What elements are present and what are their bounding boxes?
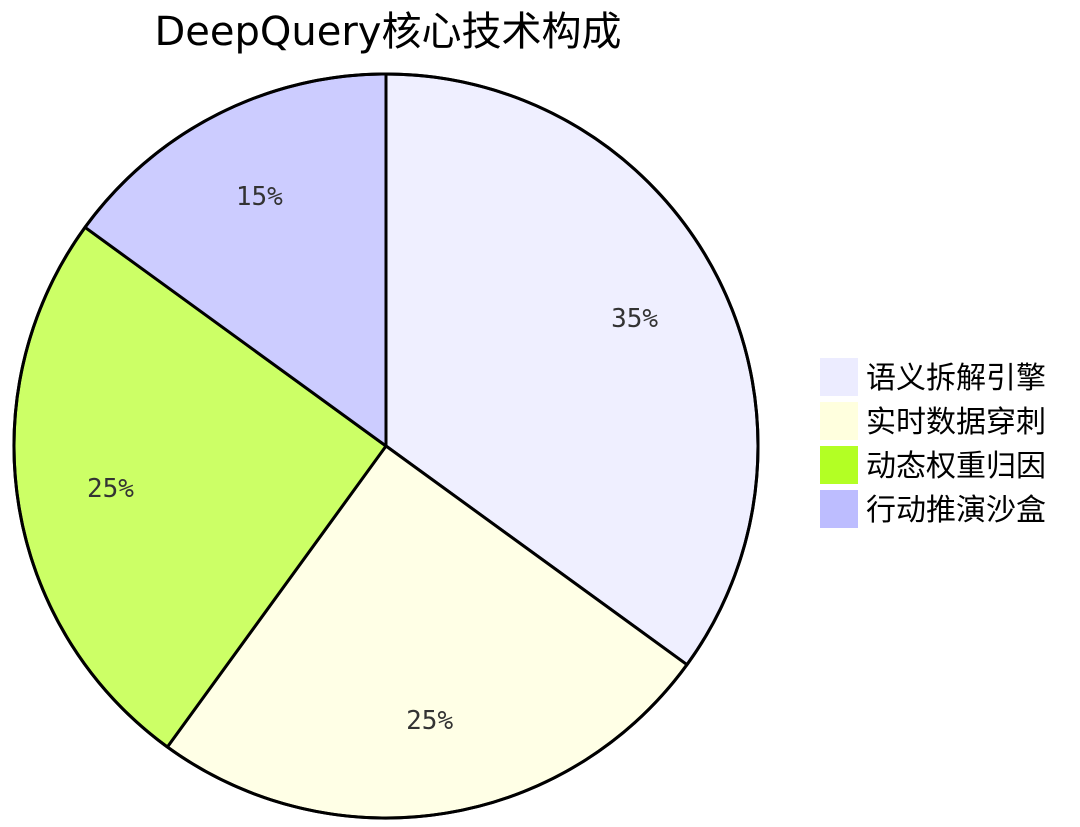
legend-swatch <box>820 402 858 440</box>
slice-percent-label: 25% <box>87 474 134 504</box>
slice-percent-label: 25% <box>406 706 453 736</box>
chart-title: DeepQuery核心技术构成 <box>155 9 622 55</box>
legend-swatch <box>820 490 858 528</box>
slice-percent-label: 15% <box>236 182 283 212</box>
legend-swatch <box>820 358 858 396</box>
pie-slices <box>12 72 760 820</box>
slice-labels: 35% 25% 25% 15% <box>87 182 658 736</box>
legend-label: 实时数据穿刺 <box>866 405 1046 440</box>
pie-outline <box>12 72 760 820</box>
slice-percent-label: 35% <box>611 304 658 334</box>
legend-label: 行动推演沙盒 <box>866 493 1046 528</box>
legend-label: 语义拆解引擎 <box>866 361 1046 396</box>
legend-label: 动态权重归因 <box>866 449 1046 484</box>
legend-swatch <box>820 446 858 484</box>
